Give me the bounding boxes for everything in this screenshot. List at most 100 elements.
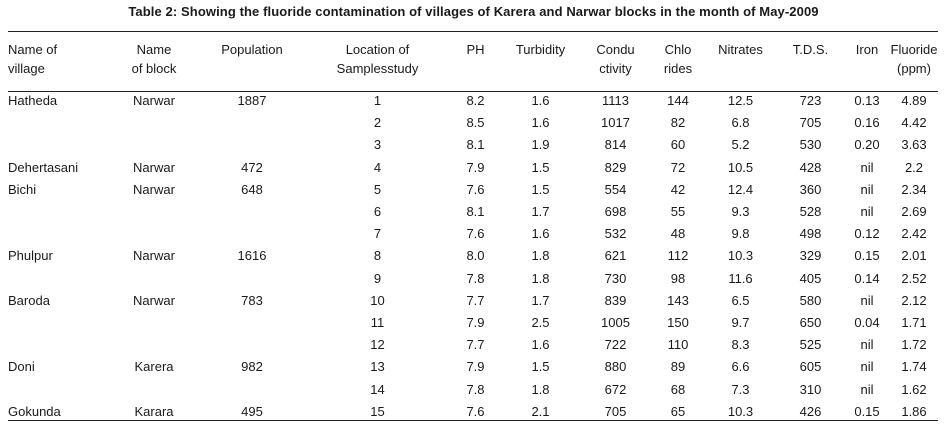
cell-location: 9 (373, 270, 382, 286)
cell-block: Narwar (133, 159, 175, 175)
header-conductivity: Condu ctivity (596, 42, 635, 76)
cell-conductivity: 698 (604, 204, 627, 220)
cell-iron: 0.15 (854, 403, 880, 419)
cell-iron: nil (860, 292, 874, 308)
table-row: 9 7.8 1.8 730 98 11.6 405 0.14 2.52 (8, 268, 938, 290)
cell-tds: 580 (799, 292, 822, 308)
cell-iron: nil (860, 159, 874, 175)
table-row: 6 8.1 1.7 698 55 9.3 528 nil 2.69 (8, 201, 938, 223)
cell-fluoride: 3.63 (901, 137, 927, 153)
cell-iron: 0.04 (854, 314, 880, 330)
header-turbidity: Turbidity (515, 42, 566, 57)
cell-nitrates: 11.6 (728, 270, 753, 286)
cell-village (8, 378, 110, 400)
cell-ph: 7.9 (466, 314, 485, 330)
cell-block: Narwar (133, 248, 175, 264)
cell-location: 12 (370, 337, 385, 353)
cell-conductivity: 730 (604, 270, 627, 286)
cell-iron: nil (860, 359, 874, 375)
cell-location: 6 (373, 204, 382, 220)
cell-location: 11 (370, 314, 385, 330)
cell-population (198, 134, 306, 156)
cell-village: Phulpur (8, 248, 53, 264)
cell-conductivity: 532 (604, 226, 627, 242)
cell-turbidity: 2.5 (531, 314, 550, 330)
fluoride-table: Name of village Name of block Population L… (8, 40, 938, 423)
cell-iron: nil (860, 381, 874, 397)
cell-chlorides: 42 (670, 181, 686, 197)
cell-chlorides: 150 (667, 314, 689, 330)
table-row: 14 7.8 1.8 672 68 7.3 310 nil 1.62 (8, 378, 938, 400)
cell-tds: 528 (799, 204, 822, 220)
cell-fluoride: 1.86 (901, 403, 927, 419)
cell-block (110, 134, 198, 156)
cell-tds: 530 (799, 137, 822, 153)
cell-ph: 7.8 (466, 270, 485, 286)
cell-population: 783 (241, 292, 263, 308)
cell-block (110, 268, 198, 290)
header-nitrates: Nitrates (718, 42, 763, 57)
cell-location: 8 (373, 248, 382, 264)
cell-village (8, 112, 110, 134)
cell-iron: nil (860, 204, 874, 220)
cell-tds: 329 (799, 248, 822, 264)
cell-conductivity: 722 (604, 337, 627, 353)
cell-turbidity: 1.7 (531, 292, 550, 308)
cell-ph: 8.1 (466, 137, 485, 153)
cell-location: 3 (373, 137, 382, 153)
header-block: Name of block (131, 42, 177, 76)
cell-population: 1616 (237, 248, 267, 264)
cell-population (198, 334, 306, 356)
cell-turbidity: 1.8 (531, 248, 550, 264)
cell-iron: 0.14 (854, 270, 880, 286)
cell-chlorides: 82 (670, 115, 686, 131)
cell-nitrates: 9.3 (731, 204, 750, 220)
cell-turbidity: 1.6 (531, 226, 550, 242)
header-iron: Iron (855, 42, 879, 57)
cell-population (198, 112, 306, 134)
cell-block (110, 112, 198, 134)
cell-ph: 8.5 (466, 115, 485, 131)
header-rule (8, 91, 938, 92)
cell-village (8, 312, 110, 334)
cell-fluoride: 1.71 (901, 314, 927, 330)
cell-village (8, 223, 110, 245)
table-row: 12 7.7 1.6 722 110 8.3 525 nil 1.72 (8, 334, 938, 356)
cell-turbidity: 1.5 (531, 181, 550, 197)
cell-location: 4 (373, 159, 382, 175)
cell-nitrates: 6.8 (731, 115, 750, 131)
header-location: Location of Samplesstudy (336, 42, 419, 76)
cell-fluoride: 2.42 (901, 226, 927, 242)
cell-ph: 8.2 (466, 93, 485, 109)
cell-tds: 650 (799, 314, 822, 330)
cell-nitrates: 7.3 (731, 381, 750, 397)
cell-village (8, 134, 110, 156)
cell-nitrates: 5.2 (731, 137, 750, 153)
cell-population (198, 312, 306, 334)
cell-population: 982 (241, 359, 263, 375)
cell-location: 2 (373, 115, 382, 131)
cell-location: 14 (370, 381, 385, 397)
cell-village: Bichi (8, 181, 37, 197)
cell-tds: 405 (799, 270, 822, 286)
cell-chlorides: 65 (670, 403, 686, 419)
cell-turbidity: 1.6 (531, 93, 550, 109)
cell-village (8, 201, 110, 223)
cell-ph: 7.6 (466, 226, 485, 242)
table-row: 11 7.9 2.5 1005 150 9.7 650 0.04 1.71 (8, 312, 938, 334)
cell-village (8, 334, 110, 356)
table-row: Hatheda Narwar 1887 1 8.2 1.6 1113 144 12.5 723 0.… (8, 90, 938, 112)
cell-fluoride: 2.01 (901, 248, 927, 264)
cell-location: 15 (370, 403, 385, 419)
top-rule (8, 31, 938, 32)
cell-nitrates: 9.8 (731, 226, 750, 242)
cell-population: 1887 (237, 93, 267, 109)
cell-chlorides: 112 (667, 248, 689, 264)
cell-fluoride: 1.72 (901, 337, 927, 353)
cell-ph: 8.0 (466, 248, 485, 264)
cell-tds: 426 (799, 403, 822, 419)
cell-iron: 0.15 (854, 248, 880, 264)
header-tds: T.D.S. (792, 42, 829, 57)
table-row: Doni Karera 982 13 7.9 1.5 880 89 6.6 605 nil 1.74 (8, 356, 938, 378)
cell-turbidity: 1.5 (531, 359, 550, 375)
